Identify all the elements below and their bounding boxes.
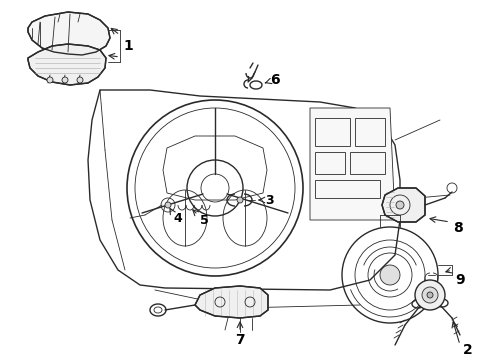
Circle shape [426, 292, 432, 298]
Bar [354, 118, 384, 146]
Circle shape [414, 280, 444, 310]
Text: 4: 4 [173, 212, 182, 225]
Text: 6: 6 [270, 73, 279, 87]
Polygon shape [28, 44, 106, 85]
Circle shape [379, 265, 399, 285]
Text: 2: 2 [462, 343, 472, 357]
Bar [314, 180, 379, 198]
Text: 9: 9 [454, 273, 464, 287]
Text: 8: 8 [452, 221, 462, 235]
Text: 1: 1 [123, 39, 133, 53]
Polygon shape [309, 108, 394, 220]
Circle shape [77, 77, 83, 83]
Text: 7: 7 [235, 333, 244, 347]
Bar [314, 152, 345, 174]
Bar [349, 152, 384, 174]
Polygon shape [381, 188, 424, 222]
Bar [314, 118, 349, 146]
Polygon shape [195, 286, 267, 318]
Circle shape [421, 287, 437, 303]
Circle shape [164, 202, 171, 208]
Circle shape [237, 197, 243, 203]
Circle shape [395, 201, 403, 209]
Polygon shape [28, 12, 110, 55]
Text: 3: 3 [265, 194, 274, 207]
Circle shape [62, 77, 68, 83]
Text: 5: 5 [199, 213, 208, 226]
Circle shape [47, 77, 53, 83]
